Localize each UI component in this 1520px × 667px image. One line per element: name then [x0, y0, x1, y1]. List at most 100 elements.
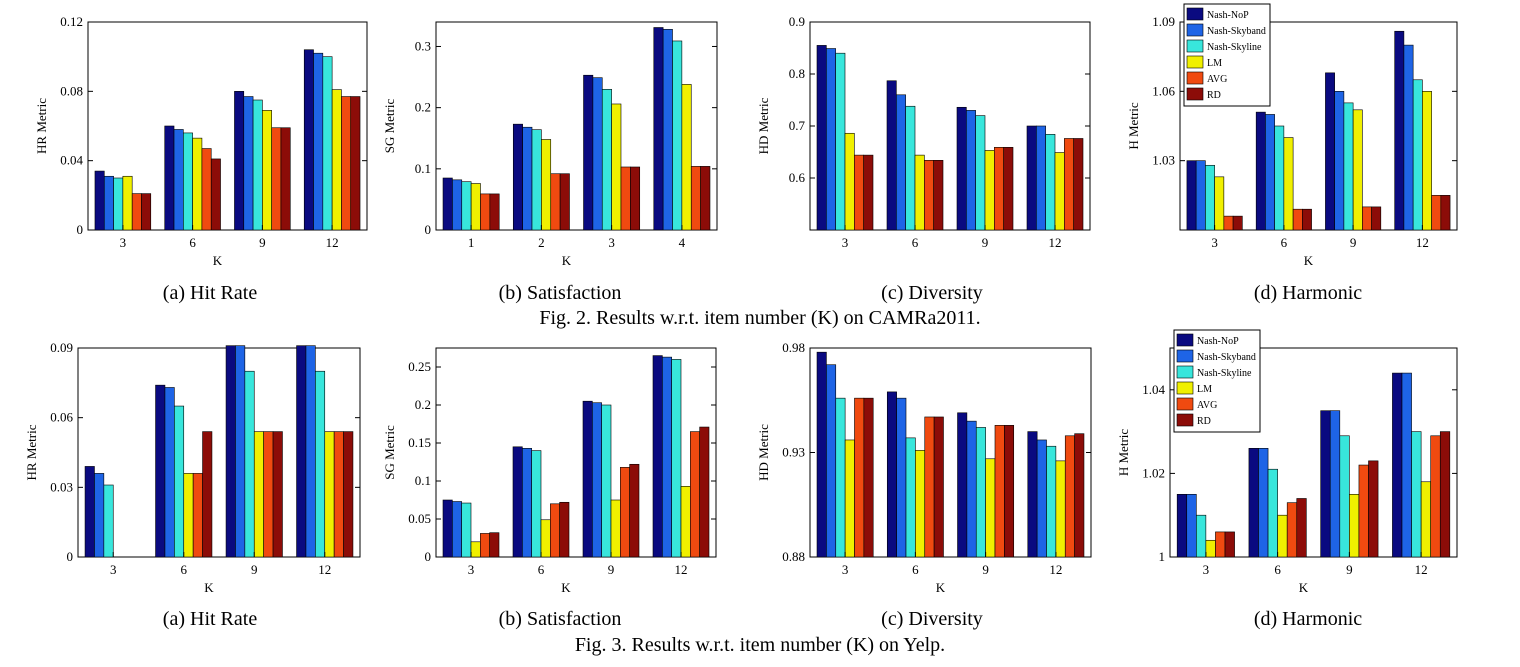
x-tick-label: 12	[326, 235, 339, 250]
bar	[1358, 464, 1369, 558]
bar	[854, 397, 865, 558]
bar	[863, 397, 874, 558]
legend-label: LM	[1197, 384, 1212, 395]
y-tick-label: 0	[77, 222, 84, 237]
bar	[1286, 502, 1298, 558]
bar	[350, 96, 361, 231]
bar	[103, 484, 114, 558]
x-tick-label: 12	[1049, 235, 1062, 250]
bar	[512, 123, 523, 231]
bar	[1439, 431, 1451, 558]
bar	[1074, 433, 1085, 558]
x-tick-label: 3	[1203, 562, 1210, 577]
legend-label: AVG	[1197, 400, 1217, 411]
y-tick-label: 0.08	[60, 83, 83, 98]
bar	[461, 502, 472, 558]
bar	[1255, 111, 1266, 231]
bar	[671, 359, 682, 558]
bar	[489, 532, 500, 558]
bar	[442, 499, 453, 558]
fig2-caption-c: (c) Diversity	[881, 282, 983, 304]
bar	[956, 106, 967, 231]
x-tick-label: 6	[912, 562, 919, 577]
bar	[1401, 372, 1412, 558]
bar	[844, 439, 855, 558]
bar	[583, 74, 594, 231]
x-tick-label: 9	[608, 562, 615, 577]
bar	[1186, 160, 1197, 231]
y-tick-label: 0	[425, 222, 432, 237]
legend-label: RD	[1207, 90, 1221, 101]
bar	[933, 160, 944, 231]
bar	[1302, 208, 1312, 231]
bar	[1214, 176, 1225, 231]
x-tick-label: 6	[538, 562, 545, 577]
bar	[201, 148, 212, 231]
legend: Nash-NoP Nash-Skyband Nash-Skyline LM AVG RD	[1183, 3, 1271, 107]
y-tick-label: 1.09	[1152, 14, 1175, 29]
bar	[1046, 445, 1057, 558]
legend-swatch	[1176, 381, 1194, 395]
bar	[592, 402, 602, 558]
y-tick-label: 0.09	[50, 340, 73, 355]
y-tick-label: 0.88	[782, 549, 805, 564]
bar	[1420, 481, 1431, 558]
bar	[94, 473, 105, 558]
legend-label: AVG	[1207, 74, 1227, 85]
legend: Nash-NoP Nash-Skyband Nash-Skyline LM AVG RD	[1173, 329, 1261, 433]
bar	[1422, 91, 1432, 231]
bar	[1368, 460, 1379, 558]
bar	[343, 431, 354, 558]
x-tick-label: 12	[1415, 562, 1428, 577]
legend-label: Nash-NoP	[1197, 336, 1239, 347]
x-tick-label: 3	[468, 562, 475, 577]
bar	[905, 105, 916, 231]
x-tick-label: 1	[468, 235, 475, 250]
bar	[333, 431, 344, 558]
chart-camra2011-harmonic: 1.03 1.06 1.09 H Metric 3 6 9 12 K Nash-NoP Nash-S…	[1126, 3, 1458, 268]
y-axis-label: HR Metric	[24, 424, 39, 480]
bar	[662, 29, 673, 231]
y-axis-label: HD Metric	[756, 424, 771, 481]
bar	[816, 45, 827, 231]
bar	[1343, 102, 1354, 231]
chart-yelp-hit-rate: 0 0.03 0.06 0.09 HR Metric 3 6 9 12 K	[24, 340, 361, 595]
y-tick-label: 1	[1159, 549, 1166, 564]
bar	[1223, 215, 1234, 231]
chart-yelp-satisfaction: 0 0.05 0.1 0.15 0.2 0.25 SG Metric 3 6 9 12 K	[382, 347, 717, 595]
bar	[480, 533, 490, 558]
bar	[1292, 208, 1303, 231]
bar	[1431, 195, 1442, 231]
x-axis-label: K	[562, 253, 572, 268]
x-tick-label: 3	[842, 235, 849, 250]
bar	[933, 416, 944, 558]
bar	[886, 391, 897, 558]
bar	[629, 463, 640, 558]
bar	[480, 193, 491, 231]
x-axis-label: K	[213, 253, 223, 268]
bar	[1362, 206, 1372, 231]
bar	[559, 501, 570, 558]
bar	[84, 466, 95, 558]
y-tick-label: 0.6	[789, 170, 806, 185]
y-tick-label: 1.06	[1152, 83, 1175, 98]
bar	[1371, 206, 1382, 231]
bar	[313, 52, 324, 231]
y-tick-label: 0.98	[782, 340, 805, 355]
bar	[305, 345, 316, 558]
bar	[470, 183, 481, 231]
bar	[183, 132, 193, 231]
x-tick-label: 9	[982, 235, 989, 250]
bar	[592, 77, 603, 231]
bar	[141, 193, 152, 231]
y-axis-label: SG Metric	[382, 99, 397, 154]
y-tick-label: 0.06	[50, 410, 73, 425]
x-axis-label: K	[561, 580, 571, 595]
bar	[863, 154, 874, 231]
legend-label: Nash-Skyline	[1197, 368, 1252, 379]
legend-swatch	[1186, 55, 1204, 69]
x-tick-label: 12	[675, 562, 688, 577]
bar	[653, 27, 664, 231]
bar	[1232, 215, 1243, 231]
